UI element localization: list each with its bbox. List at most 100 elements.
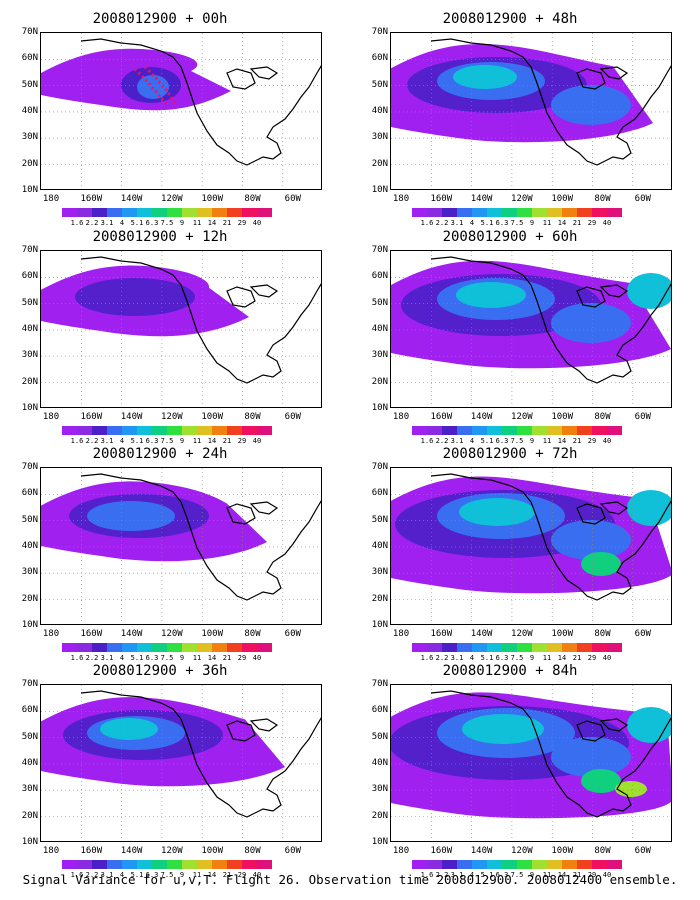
longitude-label: 60W: [284, 412, 301, 422]
colorbar-tick-label: 21: [222, 219, 232, 227]
colorbar-tick-label: 40: [252, 219, 262, 227]
colorbar-segment: [92, 643, 107, 652]
colorbar-segment: [487, 643, 502, 652]
longitude-label: 120W: [511, 194, 533, 204]
longitude-label: 80W: [594, 194, 611, 204]
map-panel: 2008012900 + 60h 70N 60N 50N 40N 30N 20N 10N 180…: [360, 226, 672, 445]
colorbar: [412, 860, 622, 870]
map-panel: 2008012900 + 12h 70N 60N 50N 40N 30N 20N 10N 180…: [10, 226, 322, 445]
colorbar-tick-label: 5.1: [480, 654, 494, 662]
colorbar-labels: 1.6 2.2 3.1 4 5.1 6.3 7.5 9 11 14 21 29 40: [412, 437, 682, 447]
colorbar-segment: [607, 426, 622, 435]
longitude-label: 180: [392, 412, 410, 422]
colorbar-segment: [412, 426, 427, 435]
latitude-label: 40N: [371, 323, 388, 334]
map-panel: 2008012900 + 24h 70N 60N 50N 40N 30N 20N 10N 180…: [10, 443, 322, 662]
colorbar-segment: [197, 426, 212, 435]
colorbar-tick-label: 6.3: [495, 871, 509, 879]
colorbar-tick-label: 4: [119, 219, 125, 227]
longitude-label: 60W: [634, 846, 651, 856]
colorbar: [412, 643, 622, 653]
colorbar-tick-label: 7.5: [160, 871, 174, 879]
colorbar-segment: [607, 643, 622, 652]
colorbar-tick-label: 5.1: [130, 871, 144, 879]
latitude-label: 40N: [371, 540, 388, 551]
latitude-label: 60N: [371, 705, 388, 716]
colorbar-segment: [442, 643, 457, 652]
colorbar-labels: 1.6 2.2 3.1 4 5.1 6.3 7.5 9 11 14 21 29 40: [412, 219, 682, 229]
latitude-label: 10N: [21, 402, 38, 413]
latitude-label: 50N: [21, 79, 38, 90]
colorbar-segment: [532, 208, 547, 217]
colorbar-segment: [577, 208, 592, 217]
colorbar-tick-label: 21: [572, 871, 582, 879]
colorbar-segment: [152, 643, 167, 652]
colorbar-tick-label: 11: [192, 871, 202, 879]
longitude-label: 80W: [244, 194, 261, 204]
colorbar-segment: [182, 208, 197, 217]
colorbar-tick-label: 11: [192, 654, 202, 662]
latitude-label: 50N: [21, 297, 38, 308]
colorbar-segment: [167, 860, 182, 869]
colorbar-tick-label: 4: [469, 219, 475, 227]
colorbar-tick-label: 1.6: [70, 437, 84, 445]
latitude-label: 70N: [371, 462, 388, 472]
colorbar-tick-label: 11: [542, 219, 552, 227]
latitude-label: 70N: [21, 462, 38, 472]
colorbar-tick-label: 1.6: [420, 654, 434, 662]
longitude-label: 160W: [430, 846, 453, 856]
longitude-label: 120W: [161, 629, 183, 639]
colorbar-tick-label: 1.6: [420, 871, 434, 879]
colorbar-tick-label: 14: [207, 871, 217, 879]
latitude-label: 30N: [21, 567, 38, 578]
latitude-label: 50N: [371, 514, 388, 525]
colorbar-tick-label: 4: [119, 654, 125, 662]
colorbar-segment: [412, 860, 427, 869]
colorbar-segment: [487, 860, 502, 869]
latitude-label: 30N: [21, 132, 38, 143]
latitude-label: 20N: [371, 158, 388, 169]
variance-map: [41, 33, 321, 189]
longitude-label: 160W: [80, 629, 103, 639]
colorbar-segment: [517, 643, 532, 652]
longitude-label: 160W: [80, 846, 103, 856]
colorbar-tick-label: 29: [237, 871, 247, 879]
colorbar-segment: [427, 860, 442, 869]
colorbar-segment: [227, 208, 242, 217]
colorbar-segment: [502, 208, 517, 217]
longitude-label: 160W: [430, 412, 453, 422]
colorbar-tick-label: 1.6: [420, 219, 434, 227]
panel-title: 2008012900 + 36h: [92, 663, 228, 679]
colorbar-segment: [182, 860, 197, 869]
colorbar-segment: [547, 208, 562, 217]
colorbar-tick-label: 2.2: [435, 654, 449, 662]
colorbar-segment: [167, 426, 182, 435]
latitude-label: 10N: [371, 619, 388, 630]
colorbar-segment: [562, 643, 577, 652]
longitude-label: 140W: [120, 629, 143, 639]
colorbar-segment: [592, 208, 607, 217]
latitude-label: 60N: [371, 53, 388, 64]
colorbar-tick-label: 7.5: [510, 219, 524, 227]
colorbar-segment: [242, 426, 257, 435]
longitude-label: 100W: [201, 412, 224, 422]
colorbar-segment: [77, 860, 92, 869]
colorbar-tick-label: 5.1: [130, 437, 144, 445]
map-plot-area: [40, 684, 322, 842]
colorbar-segment: [122, 643, 137, 652]
latitude-label: 10N: [21, 184, 38, 195]
colorbar-segment: [122, 860, 137, 869]
colorbar-tick-label: 7.5: [510, 437, 524, 445]
latitude-label: 40N: [21, 757, 38, 768]
longitude-label: 60W: [284, 629, 301, 639]
colorbar-tick-label: 2.2: [85, 437, 99, 445]
longitude-label: 60W: [634, 629, 651, 639]
variance-map: [41, 685, 321, 841]
longitude-label: 100W: [551, 194, 574, 204]
latitude-label: 30N: [371, 784, 388, 795]
colorbar-tick-label: 14: [557, 871, 567, 879]
longitude-label: 160W: [430, 629, 453, 639]
variance-map: [41, 251, 321, 407]
colorbar-labels: 1.6 2.2 3.1 4 5.1 6.3 7.5 9 11 14 21 29 40: [412, 654, 682, 664]
colorbar-segment: [137, 860, 152, 869]
